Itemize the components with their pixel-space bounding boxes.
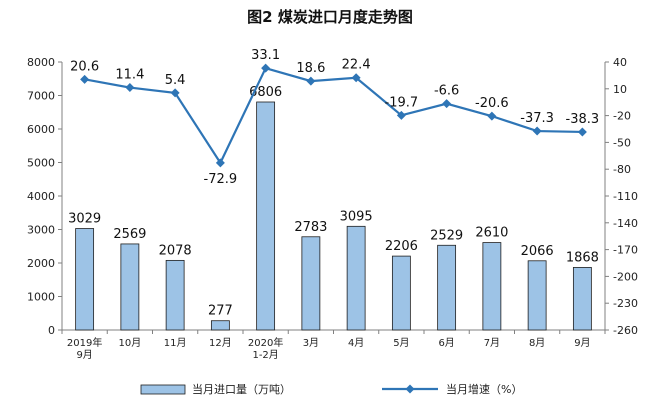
x-tick-label: 7月 xyxy=(484,337,500,349)
right-tick-label: 10 xyxy=(613,83,627,96)
line-data-label: 22.4 xyxy=(342,58,371,73)
bar xyxy=(301,236,321,331)
line-data-label: 18.6 xyxy=(296,61,325,76)
line-data-label: 11.4 xyxy=(115,68,144,83)
legend-bar-swatch xyxy=(140,384,186,395)
bar-data-label: 2610 xyxy=(475,226,508,241)
left-tick-label: 7000 xyxy=(27,90,55,103)
line-data-label: 5.4 xyxy=(165,73,186,88)
line-point xyxy=(532,126,542,136)
bar-label-group: 3029 2569 2078 277 6806 2783 3095 2206 2529 2610 2… xyxy=(68,85,599,319)
line-data-label: -20.6 xyxy=(475,96,509,111)
line-point xyxy=(396,110,406,120)
chart-title: 图2 煤炭进口月度走势图 xyxy=(247,8,413,26)
legend-bar-label: 当月进口量（万吨） xyxy=(192,382,291,396)
x-tick-label: 1-2月 xyxy=(252,349,278,361)
line-label-group: 20.6 11.4 5.4 -72.9 33.1 18.6 22.4 -19.7 -6.6 -20… xyxy=(70,48,599,187)
line-point xyxy=(215,158,225,168)
right-tick-label: -20 xyxy=(613,110,631,123)
left-tick-label: 0 xyxy=(48,324,55,337)
axes-group: 0 1000 2000 3000 4000 5000 6000 7000 8000 40 10 -20… xyxy=(27,56,638,337)
right-tick-label: -110 xyxy=(613,190,638,203)
bar xyxy=(75,228,95,331)
x-tick-label: 3月 xyxy=(303,337,319,349)
line-data-label: -37.3 xyxy=(520,111,554,126)
legend: 当月进口量（万吨） 当月增速（%） xyxy=(140,382,522,396)
bar-data-label: 3095 xyxy=(340,209,373,224)
x-tick-label: 2020年 xyxy=(248,336,283,349)
bar xyxy=(346,225,366,331)
bar xyxy=(256,101,276,331)
left-tick-label: 1000 xyxy=(27,291,55,304)
right-tick-label: -230 xyxy=(613,297,638,310)
line-point xyxy=(577,127,587,137)
bar xyxy=(210,320,230,331)
bar xyxy=(120,243,140,331)
line-point xyxy=(170,88,180,98)
right-tick-label: -80 xyxy=(613,163,631,176)
bar xyxy=(391,255,411,331)
x-tick-label: 12月 xyxy=(209,337,232,349)
x-tick-label: 11月 xyxy=(164,337,187,349)
bar xyxy=(482,242,502,331)
line-data-label: -38.3 xyxy=(566,112,600,127)
right-tick-label: -260 xyxy=(613,324,638,337)
right-tick-label: 40 xyxy=(613,56,627,69)
x-tick-label: 6月 xyxy=(438,337,454,349)
x-tick-label: 9月 xyxy=(574,337,590,349)
x-tick-label: 5月 xyxy=(393,337,409,349)
bar-series xyxy=(75,101,592,331)
x-tick-label: 2019年 xyxy=(67,336,102,349)
legend-line-label: 当月增速（%） xyxy=(446,382,522,396)
x-tick-label: 8月 xyxy=(529,337,545,349)
bar-data-label: 2783 xyxy=(294,220,327,235)
bar-data-label: 2569 xyxy=(113,227,146,242)
line-point xyxy=(351,73,361,83)
left-tick-label: 8000 xyxy=(27,56,55,69)
left-tick-label: 5000 xyxy=(27,157,55,170)
bar-data-label: 6806 xyxy=(249,85,282,100)
left-tick-label: 4000 xyxy=(27,190,55,203)
line-point xyxy=(442,99,452,109)
bar xyxy=(527,260,547,331)
line-point xyxy=(487,111,497,121)
bar-data-label: 277 xyxy=(208,304,233,319)
bar-data-label: 2066 xyxy=(521,244,554,259)
line-data-label: 33.1 xyxy=(251,48,280,63)
line-data-label: -72.9 xyxy=(204,172,238,187)
line-point xyxy=(80,74,90,84)
bar-data-label: 3029 xyxy=(68,212,101,227)
line-point xyxy=(261,63,271,73)
right-tick-label: -50 xyxy=(613,136,631,149)
legend-line-marker xyxy=(405,384,415,394)
left-tick-label: 3000 xyxy=(27,224,55,237)
bar xyxy=(165,259,185,331)
line-data-label: -6.6 xyxy=(434,84,459,99)
x-tick-label: 9月 xyxy=(76,349,92,361)
line-series xyxy=(80,63,587,168)
x-tick-label: 4月 xyxy=(348,337,364,349)
bar-data-label: 2529 xyxy=(430,228,463,243)
left-tick-label: 6000 xyxy=(27,123,55,136)
right-tick-label: -200 xyxy=(613,270,638,283)
bar xyxy=(437,244,457,331)
bar xyxy=(572,267,592,331)
right-tick-label: -140 xyxy=(613,217,638,230)
x-tick-label: 10月 xyxy=(119,337,142,349)
bar-data-label: 1868 xyxy=(566,250,599,265)
line-data-label: 20.6 xyxy=(70,59,99,74)
line-path xyxy=(84,66,583,166)
bar-data-label: 2078 xyxy=(159,243,192,258)
line-point xyxy=(125,83,135,93)
line-data-label: -19.7 xyxy=(385,95,419,110)
line-point xyxy=(306,76,316,86)
left-tick-label: 2000 xyxy=(27,257,55,270)
bar-data-label: 2206 xyxy=(385,239,418,254)
right-tick-label: -170 xyxy=(613,244,638,257)
